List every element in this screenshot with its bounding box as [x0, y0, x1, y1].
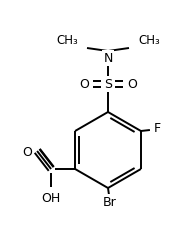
Text: O: O	[127, 77, 137, 91]
Text: N: N	[103, 52, 113, 64]
Text: CH₃: CH₃	[138, 34, 160, 48]
Text: O: O	[22, 146, 32, 159]
Text: F: F	[153, 122, 161, 136]
Text: Br: Br	[103, 195, 117, 209]
Text: S: S	[104, 77, 112, 91]
Text: O: O	[79, 77, 89, 91]
Text: OH: OH	[42, 192, 61, 206]
Text: CH₃: CH₃	[56, 34, 78, 48]
